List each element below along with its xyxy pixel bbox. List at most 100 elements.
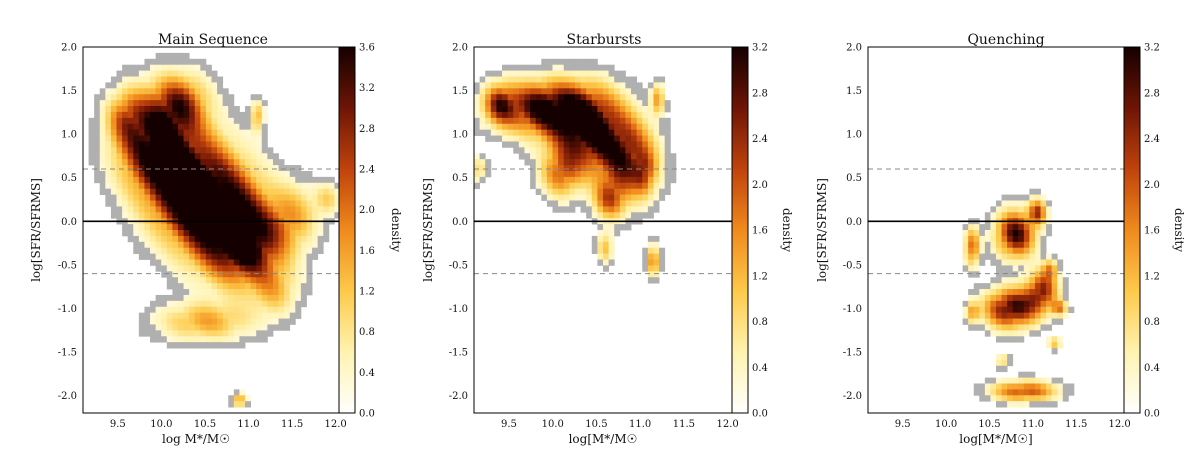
- density-cell: [1023, 241, 1030, 249]
- density-cell: [1001, 200, 1008, 207]
- density-cell: [563, 100, 570, 107]
- density-cell: [239, 182, 246, 190]
- density-cell: [211, 147, 218, 154]
- density-cell: [1007, 194, 1014, 201]
- density-cell: [155, 224, 162, 231]
- density-cell: [653, 159, 660, 166]
- density-cell: [603, 176, 610, 184]
- density-cell: [189, 129, 196, 136]
- density-cell: [261, 235, 268, 243]
- density-cell: [155, 52, 162, 60]
- density-cell: [122, 123, 129, 131]
- density-cell: [194, 200, 201, 207]
- density-cell: [245, 312, 252, 319]
- density-cell: [1018, 265, 1025, 272]
- density-cell: [239, 212, 246, 219]
- density-cell: [284, 165, 291, 172]
- density-cell: [569, 129, 576, 136]
- density-cell: [105, 176, 112, 184]
- density-cell: [597, 106, 604, 113]
- density-cell: [284, 312, 291, 319]
- density-cell: [228, 165, 235, 172]
- density-cell: [239, 147, 246, 154]
- density-cell: [267, 318, 274, 325]
- density-cell: [250, 336, 257, 343]
- density-cell: [122, 94, 129, 101]
- density-cell: [88, 159, 95, 166]
- density-cell: [183, 170, 190, 178]
- density-cell: [278, 194, 285, 201]
- density-cell: [625, 94, 632, 101]
- density-cell: [973, 271, 980, 278]
- density-cell: [574, 135, 581, 142]
- density-cell: [172, 336, 179, 343]
- density-cell: [295, 200, 302, 207]
- density-cell: [591, 212, 598, 219]
- density-cell: [558, 206, 565, 213]
- density-cell: [558, 200, 565, 207]
- density-cell: [278, 241, 285, 249]
- density-cell: [272, 324, 279, 331]
- density-cell: [272, 182, 279, 190]
- density-cell: [239, 206, 246, 213]
- colorbar-tick-label: 1.2: [1144, 271, 1160, 282]
- density-cell: [984, 383, 991, 390]
- density-cell: [1012, 224, 1019, 231]
- density-cell: [272, 289, 279, 296]
- density-cell: [591, 106, 598, 113]
- density-cell: [222, 188, 229, 195]
- density-cell: [289, 294, 296, 302]
- density-cell: [1001, 283, 1008, 290]
- density-cell: [1012, 283, 1019, 290]
- density-cell: [222, 194, 229, 201]
- density-cell: [1029, 371, 1036, 378]
- density-cell: [586, 117, 593, 125]
- density-cell: [194, 294, 201, 302]
- density-cell: [189, 159, 196, 166]
- density-cell: [110, 147, 117, 154]
- density-cell: [591, 200, 598, 207]
- density-cell: [183, 94, 190, 101]
- density-cell: [278, 294, 285, 302]
- density-cell: [295, 206, 302, 213]
- density-cell: [1046, 224, 1053, 231]
- density-cell: [200, 312, 207, 319]
- density-cell: [1034, 235, 1041, 243]
- density-cell: [272, 235, 279, 243]
- density-cell: [245, 401, 252, 408]
- density-cell: [278, 271, 285, 278]
- density-cell: [973, 312, 980, 319]
- density-cell: [1046, 271, 1053, 278]
- density-cell: [172, 283, 179, 290]
- density-cell: [580, 58, 587, 66]
- density-cell: [99, 129, 106, 136]
- density-cell: [183, 212, 190, 219]
- density-cell: [177, 165, 184, 172]
- density-cell: [284, 182, 291, 190]
- density-cell: [647, 111, 654, 119]
- density-cell: [979, 253, 986, 260]
- density-cell: [580, 64, 587, 72]
- panel-title: Main Sequence: [158, 32, 268, 48]
- density-cell: [546, 94, 553, 101]
- density-cell: [591, 170, 598, 178]
- density-cell: [200, 64, 207, 72]
- density-cell: [105, 153, 112, 160]
- density-cell: [653, 200, 660, 207]
- density-cell: [996, 253, 1002, 260]
- density-cell: [245, 300, 252, 308]
- density-cell: [1029, 271, 1036, 278]
- density-cell: [200, 147, 207, 154]
- density-cell: [105, 200, 112, 207]
- density-cell: [541, 153, 548, 160]
- density-cell: [642, 94, 649, 101]
- density-cell: [194, 100, 201, 107]
- density-cell: [580, 176, 587, 184]
- density-cell: [328, 188, 335, 195]
- y-axis-label: log[SFR/SFRMS]: [815, 178, 829, 282]
- density-cell: [1012, 212, 1019, 219]
- density-cell: [272, 300, 279, 308]
- density-cell: [647, 94, 654, 101]
- density-cell: [558, 100, 565, 107]
- density-cell: [1023, 324, 1030, 331]
